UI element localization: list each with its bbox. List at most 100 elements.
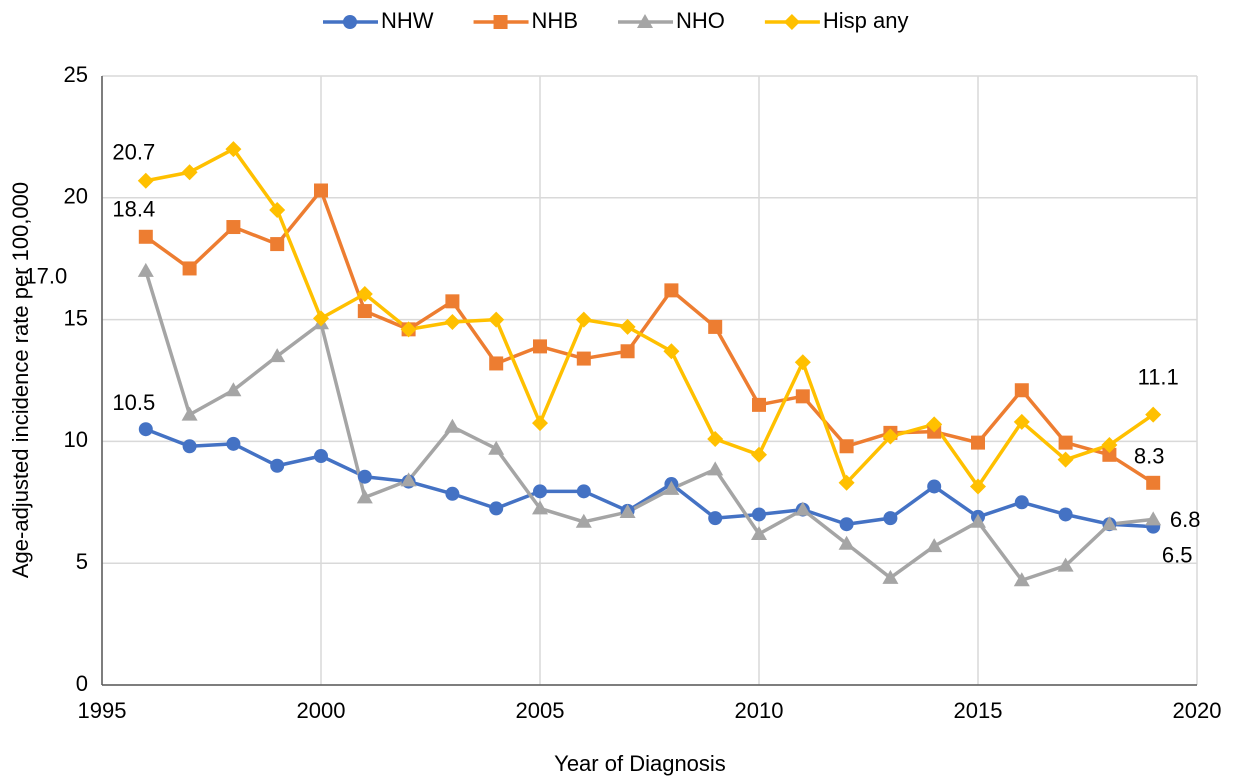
marker: [225, 382, 242, 397]
marker: [444, 418, 461, 433]
marker: [752, 507, 766, 522]
marker: [356, 286, 373, 303]
marker: [795, 389, 810, 404]
marker: [619, 504, 636, 519]
marker: [1057, 557, 1074, 572]
marker: [751, 446, 767, 463]
marker: [707, 430, 724, 447]
marker: [752, 397, 766, 412]
marker: [314, 183, 328, 198]
data-label: 6.8: [1170, 507, 1201, 532]
marker: [1014, 495, 1029, 510]
y-tick-label: 0: [76, 671, 88, 696]
marker: [783, 14, 800, 30]
marker: [226, 220, 241, 235]
marker: [619, 318, 636, 335]
marker: [400, 472, 417, 487]
marker: [664, 283, 679, 298]
marker: [225, 141, 242, 158]
marker: [343, 15, 357, 29]
marker: [357, 469, 372, 484]
marker: [1058, 507, 1073, 522]
y-axis-title: Age-adjusted incidence rate per 100,000: [8, 182, 33, 578]
marker: [707, 461, 724, 476]
marker: [882, 428, 899, 445]
x-tick-label: 2010: [735, 698, 784, 723]
marker: [488, 440, 505, 455]
marker: [226, 436, 241, 451]
series-line: [144, 188, 1155, 485]
marker: [182, 261, 197, 276]
marker: [137, 262, 154, 277]
legend: NHW NHB NHO Hisp any: [323, 8, 908, 33]
x-axis-title: Year of Diagnosis: [554, 751, 726, 776]
marker: [1146, 475, 1161, 490]
marker: [927, 479, 942, 494]
y-tick-label: 10: [64, 427, 88, 452]
marker: [575, 513, 592, 528]
marker: [839, 439, 854, 454]
legend-label: Hisp any: [823, 8, 909, 33]
data-label: 11.1: [1138, 364, 1179, 389]
marker: [838, 535, 855, 550]
marker: [576, 351, 591, 366]
marker: [269, 201, 286, 218]
marker: [400, 321, 417, 338]
marker: [839, 517, 854, 532]
data-label: 10.5: [112, 390, 155, 415]
marker: [533, 484, 547, 499]
marker: [1102, 447, 1117, 462]
marker: [489, 356, 504, 371]
marker: [1101, 516, 1118, 531]
marker: [181, 406, 198, 421]
marker: [1058, 435, 1073, 450]
marker: [137, 172, 154, 189]
series-line: [144, 270, 1154, 583]
x-tick-label: 2015: [954, 698, 1003, 723]
data-label: 18.4: [112, 197, 155, 222]
marker: [489, 501, 504, 516]
x-tick-label: 2020: [1173, 698, 1222, 723]
x-tick-label: 2000: [297, 698, 346, 723]
marker: [1101, 437, 1118, 454]
marker: [313, 310, 329, 327]
marker: [883, 511, 898, 526]
marker: [138, 229, 153, 244]
marker: [751, 525, 767, 540]
marker: [445, 486, 460, 501]
marker: [314, 449, 328, 464]
marker: [663, 480, 680, 495]
y-tick-label: 15: [64, 305, 88, 330]
marker: [637, 14, 653, 28]
marker: [533, 339, 547, 354]
marker: [270, 458, 285, 473]
marker: [620, 344, 635, 359]
marker: [1057, 451, 1074, 468]
legend-label: NHO: [676, 8, 725, 33]
marker: [270, 237, 285, 252]
marker: [1014, 383, 1029, 398]
marker: [182, 439, 197, 454]
marker: [970, 513, 986, 528]
series-line: [145, 147, 1155, 489]
marker: [926, 416, 943, 433]
y-tick-label: 20: [64, 184, 88, 209]
marker: [445, 294, 460, 309]
x-tick-label: 2005: [516, 698, 565, 723]
marker: [356, 489, 373, 504]
marker: [663, 343, 680, 360]
marker: [1145, 406, 1162, 423]
marker: [532, 415, 548, 432]
data-label: 17.0: [24, 264, 67, 289]
marker: [838, 474, 855, 491]
marker: [794, 501, 811, 516]
marker: [493, 15, 508, 29]
x-tick-label: 1995: [78, 698, 127, 723]
legend-label: NHB: [532, 8, 578, 33]
marker: [708, 511, 723, 526]
marker: [575, 311, 592, 328]
marker: [576, 484, 591, 499]
series-line: [145, 427, 1154, 529]
marker: [1013, 572, 1030, 587]
